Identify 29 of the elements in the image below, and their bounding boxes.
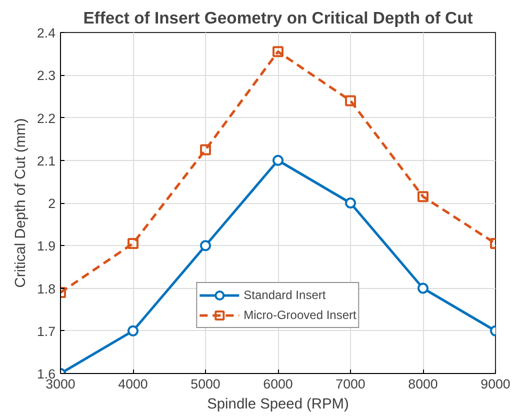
legend-label: Standard Insert <box>244 288 326 302</box>
y-tick-label: 2.4 <box>36 26 56 40</box>
y-tick-label: 2 <box>48 196 56 211</box>
x-tick-label: 7000 <box>336 376 366 392</box>
point <box>200 240 211 252</box>
point <box>418 282 428 294</box>
x-tick-label: 5000 <box>190 376 220 392</box>
y-tick-label: 1.7 <box>36 324 56 339</box>
y-tick-label: 1.9 <box>36 238 56 254</box>
x-tick-label: 8000 <box>408 376 438 392</box>
x-tick-label: 4000 <box>118 376 148 392</box>
y-axis-title: Critical Depth of Cut (mm) <box>12 118 29 288</box>
y-tick-label: 2.2 <box>36 110 56 126</box>
point <box>128 325 138 336</box>
y-tick-label: 1.8 <box>36 281 56 296</box>
point <box>128 238 138 249</box>
point <box>272 154 284 166</box>
point <box>200 144 211 156</box>
y-tick-label: 2.3 <box>36 68 56 84</box>
x-tick-label: 6000 <box>263 376 293 392</box>
point <box>418 191 428 202</box>
legend-label: Micro-Grooved Insert <box>244 308 356 322</box>
point <box>345 95 356 106</box>
y-tick-label: 2.1 <box>36 153 56 168</box>
x-axis-title: Spindle Speed (RPM) <box>207 396 349 412</box>
point <box>272 46 284 58</box>
chart-title: Effect of Insert Geometry on Critical Depth of Cut <box>83 8 474 28</box>
x-tick-label: 9000 <box>480 376 510 392</box>
point <box>345 198 356 208</box>
